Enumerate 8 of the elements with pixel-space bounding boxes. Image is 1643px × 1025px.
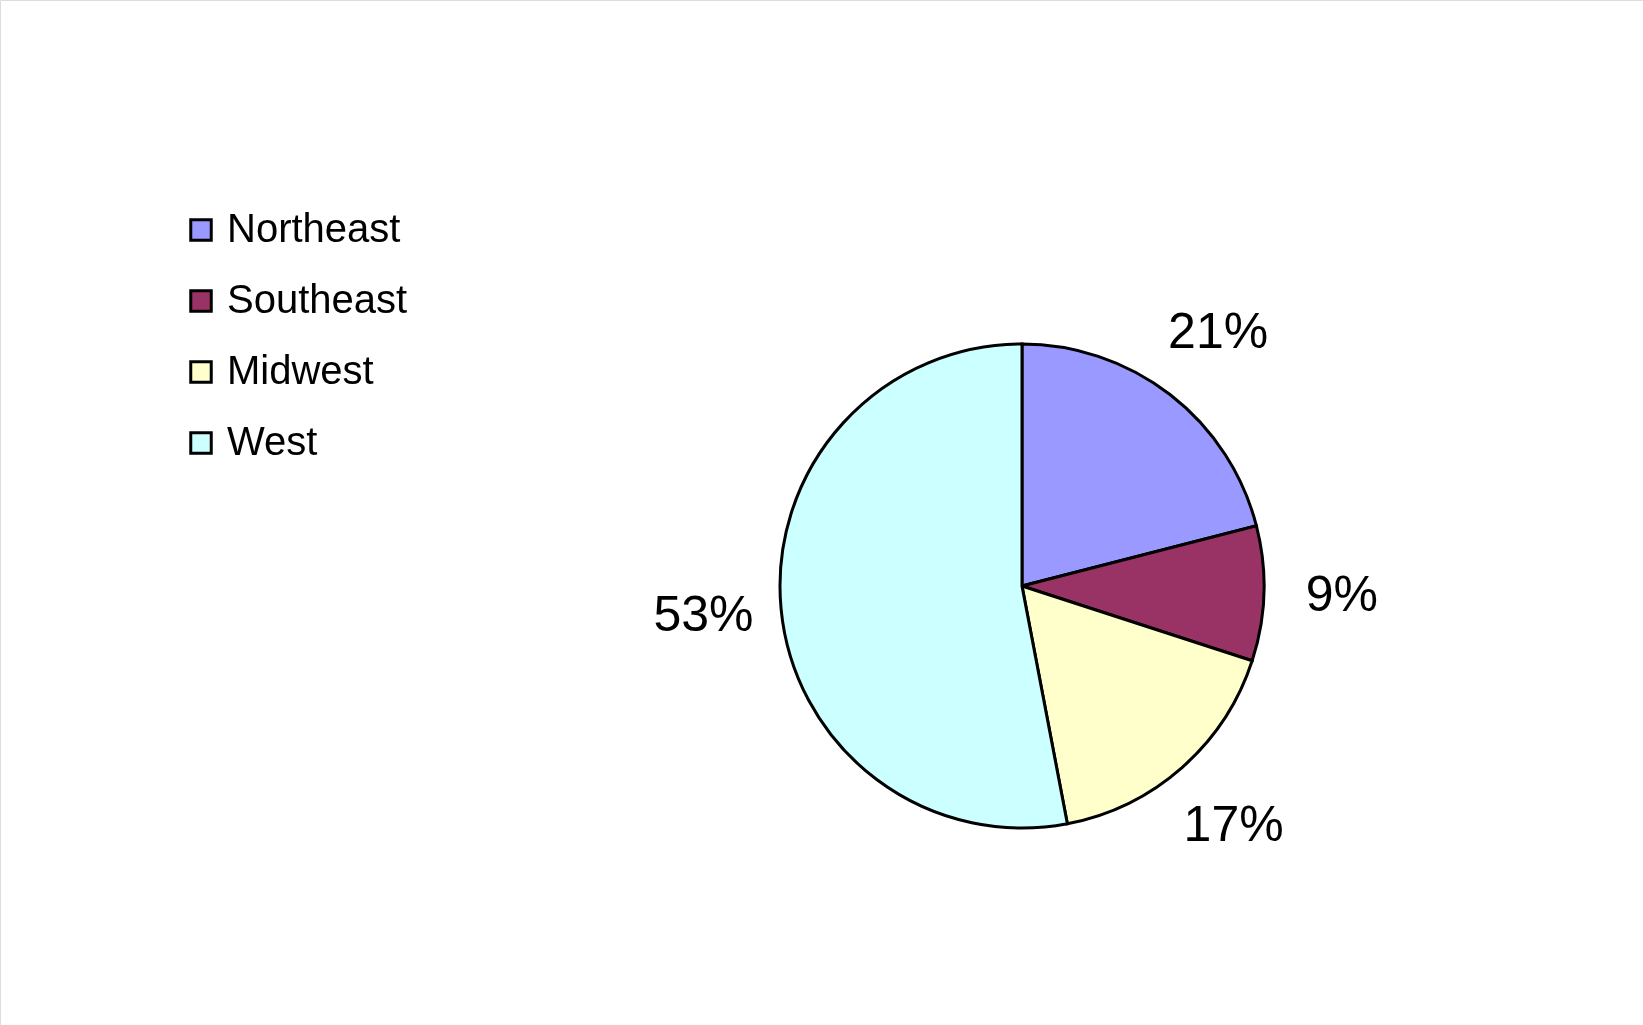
legend-label: Midwest	[227, 348, 374, 392]
data-label: 21%	[1168, 303, 1269, 360]
data-label: 53%	[653, 586, 754, 643]
legend-label: Southeast	[227, 277, 408, 321]
legend-label: Northeast	[227, 206, 401, 250]
data-label: 17%	[1183, 796, 1284, 853]
legend-label: West	[227, 419, 318, 463]
data-label: 9%	[1305, 566, 1378, 623]
